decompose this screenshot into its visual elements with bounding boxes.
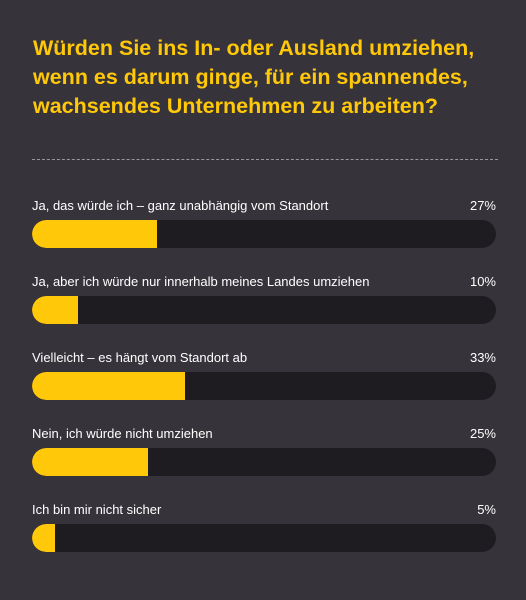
bar-row: Ja, aber ich würde nur innerhalb meines … bbox=[32, 274, 496, 324]
bar-fill bbox=[32, 372, 186, 400]
bar-fill bbox=[32, 448, 148, 476]
bar-track bbox=[32, 448, 496, 476]
bar-category-label: Ja, aber ich würde nur innerhalb meines … bbox=[32, 274, 370, 289]
bar-track bbox=[32, 524, 496, 552]
bar-value-label: 27% bbox=[469, 198, 496, 213]
bar-category-label: Ja, das würde ich – ganz unabhängig vom … bbox=[32, 198, 329, 213]
bar-track bbox=[32, 372, 496, 400]
bar-row: Vielleicht – es hängt vom Standort ab 33% bbox=[32, 350, 496, 400]
chart-title: Würden Sie ins In- oder Ausland umziehen… bbox=[33, 36, 475, 118]
bar-value-label: 25% bbox=[469, 426, 496, 441]
bar-row: Ich bin mir nicht sicher 5% bbox=[32, 502, 496, 552]
bar-row: Nein, ich würde nicht umziehen 25% bbox=[32, 426, 496, 476]
bar-category-label: Ich bin mir nicht sicher bbox=[32, 502, 162, 517]
bar-track bbox=[32, 296, 496, 324]
bar-category-label: Nein, ich würde nicht umziehen bbox=[32, 426, 213, 441]
bar-fill bbox=[32, 220, 158, 248]
dashed-divider bbox=[32, 159, 498, 160]
bar-row: Ja, das würde ich – ganz unabhängig vom … bbox=[32, 198, 496, 248]
bar-track bbox=[32, 220, 496, 248]
bar-value-label: 10% bbox=[469, 274, 496, 289]
bar-fill bbox=[32, 524, 56, 552]
bar-value-label: 33% bbox=[469, 350, 496, 365]
bar-value-label: 5% bbox=[477, 502, 496, 517]
bar-category-label: Vielleicht – es hängt vom Standort ab bbox=[32, 350, 248, 365]
bar-fill bbox=[32, 296, 79, 324]
